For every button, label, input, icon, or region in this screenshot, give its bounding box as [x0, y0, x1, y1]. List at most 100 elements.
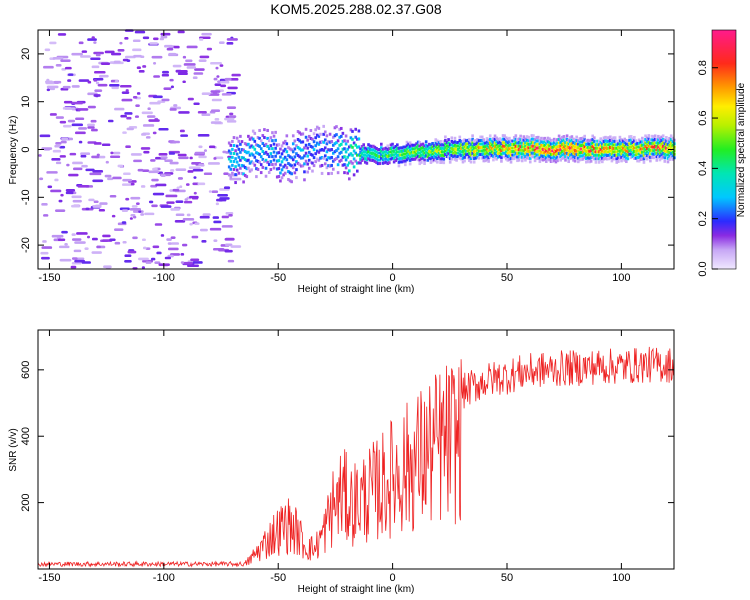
- spectrogram-cell: [354, 159, 357, 163]
- spectrogram-cell: [516, 155, 519, 159]
- spectrogram-cell: [226, 42, 234, 45]
- spectrogram-cell: [482, 138, 486, 142]
- spectrogram-cell: [399, 149, 402, 153]
- spectrogram-cell: [359, 157, 362, 161]
- spectrogram-cell: [434, 155, 438, 159]
- spectrogram-cell: [319, 140, 322, 144]
- spectrogram-cell: [589, 156, 593, 160]
- spectrogram-cell: [370, 158, 374, 162]
- spectrogram-cell: [224, 249, 233, 253]
- spectrogram-cell: [432, 154, 436, 158]
- spectrogram-cell: [452, 155, 455, 159]
- spectrogram-cell: [487, 152, 490, 156]
- spectrogram-cell: [162, 70, 169, 74]
- spectrogram-cell: [610, 148, 614, 152]
- spectrogram-cell: [291, 134, 295, 138]
- x-tick-label: -50: [270, 572, 286, 584]
- spectrogram-cell: [476, 141, 479, 145]
- spectrogram-cell: [235, 160, 239, 164]
- spectrogram-cell: [399, 153, 402, 157]
- spectrogram-cell: [247, 134, 250, 138]
- spectrogram-cell: [152, 131, 157, 135]
- spectrogram-cell: [264, 150, 268, 154]
- spectrogram-cell: [503, 137, 506, 141]
- spectrogram-cell: [482, 155, 486, 159]
- spectrogram-cell: [170, 169, 175, 172]
- spectrogram-cell: [567, 138, 570, 142]
- spectrogram-cell: [671, 140, 675, 144]
- spectrogram-cell: [399, 146, 402, 150]
- spectrogram-cell: [384, 157, 388, 161]
- spectrogram-cell: [333, 126, 337, 130]
- spectrogram-cell: [124, 37, 129, 40]
- spectrogram-cell: [543, 150, 546, 154]
- spectrogram-cell: [527, 142, 530, 146]
- spectrogram-cell: [652, 145, 655, 149]
- spectrogram-cell: [99, 202, 108, 205]
- spectrogram-cell: [164, 44, 174, 48]
- spectrogram-cell: [585, 150, 588, 154]
- spectrogram-cell: [650, 141, 654, 145]
- spectrogram-cell: [220, 80, 230, 84]
- spectrogram-cell: [71, 233, 76, 236]
- spectrogram-cell: [482, 148, 486, 152]
- spectrogram-cell: [208, 93, 220, 96]
- spectrogram-cell: [601, 149, 604, 153]
- spectrogram-cell: [404, 156, 407, 160]
- spectrogram-cell: [55, 64, 62, 67]
- spectrogram-cell: [303, 170, 306, 174]
- spectrogram-cell: [423, 151, 426, 155]
- spectrogram-cell: [532, 148, 535, 152]
- spectrogram-cell: [203, 149, 207, 152]
- spectrogram-cell: [218, 41, 225, 44]
- spectrogram-cell: [520, 138, 524, 142]
- spectrogram-cell: [381, 158, 385, 162]
- spectrogram-cell: [142, 65, 147, 68]
- spectrogram-cell: [320, 148, 324, 152]
- spectrogram-cell: [279, 155, 282, 159]
- spectrogram-cell: [455, 148, 458, 152]
- spectrogram-cell: [78, 127, 88, 130]
- spectrogram-cell: [639, 143, 643, 147]
- spectrogram-cell: [528, 153, 532, 157]
- spectrogram-cell: [617, 142, 620, 146]
- spectrogram-cell: [625, 139, 628, 143]
- spectrogram-cell: [504, 146, 508, 150]
- spectrogram-cell: [516, 159, 519, 163]
- spectrogram-cell: [57, 238, 66, 242]
- spectrogram-cell: [405, 144, 409, 148]
- colorbar-tick-label: 0.0: [697, 261, 709, 276]
- spectrogram-cell: [291, 142, 295, 146]
- spectrogram-cell: [210, 61, 222, 65]
- spectrogram-cell: [461, 149, 465, 153]
- spectrogram-cell: [335, 133, 338, 137]
- spectrogram-cell: [402, 145, 406, 149]
- spectrogram-cell: [609, 138, 612, 142]
- spectrogram-cell: [666, 146, 670, 150]
- spectrogram-cell: [647, 137, 651, 141]
- spectrogram-cell: [493, 134, 497, 138]
- spectrogram-cell: [112, 151, 121, 155]
- spectrogram-cell: [370, 151, 374, 155]
- spectrogram-cell: [99, 74, 109, 78]
- spectrogram-cell: [601, 142, 604, 146]
- spectrogram-cell: [524, 144, 527, 148]
- spectrogram-cell: [173, 45, 180, 49]
- spectrogram-cell: [455, 144, 458, 148]
- spectrogram-cell: [397, 157, 401, 161]
- spectrogram-cell: [591, 155, 595, 159]
- spectrogram-cell: [661, 141, 665, 145]
- spectrogram-cell: [255, 143, 258, 147]
- spectrogram-cell: [506, 158, 510, 162]
- spectrogram-cell: [492, 147, 495, 151]
- spectrogram-cell: [212, 216, 220, 219]
- spectrogram-cell: [327, 140, 330, 144]
- spectrogram-cell: [240, 171, 244, 175]
- spectrogram-cell: [397, 146, 401, 150]
- spectrogram-cell: [199, 55, 210, 59]
- spectrogram-cell: [477, 149, 481, 153]
- spectrogram-cell: [641, 136, 644, 140]
- spectrogram-cell: [303, 154, 306, 158]
- spectrogram-cell: [60, 140, 67, 144]
- spectrogram-cell: [193, 72, 204, 75]
